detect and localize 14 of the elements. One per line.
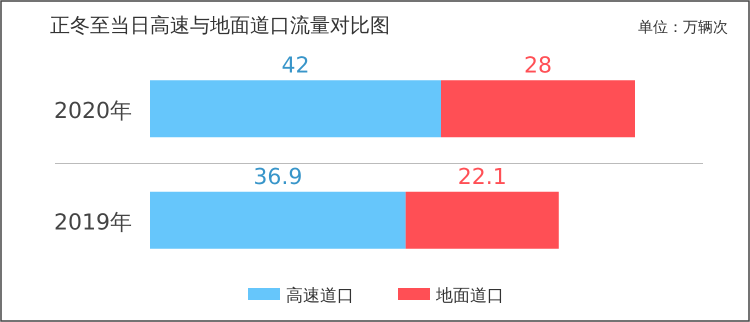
legend-label: 高速道口	[286, 286, 354, 306]
y-tick-label: 2020年	[54, 98, 132, 124]
bar	[441, 80, 635, 138]
data-label: 42	[282, 53, 310, 78]
y-tick-label: 2019年	[54, 210, 132, 236]
text: 单位：万辆次	[638, 18, 728, 36]
bar	[150, 192, 406, 249]
chart-title: 正冬至当日高速与地面道口流量对比图	[50, 13, 390, 37]
data-label: 28	[524, 53, 552, 78]
data-label: 36.9	[253, 164, 302, 190]
legend-label: 地面道口	[435, 286, 504, 306]
bar	[406, 192, 559, 249]
bar	[150, 80, 441, 138]
data-label: 22.1	[458, 164, 507, 190]
